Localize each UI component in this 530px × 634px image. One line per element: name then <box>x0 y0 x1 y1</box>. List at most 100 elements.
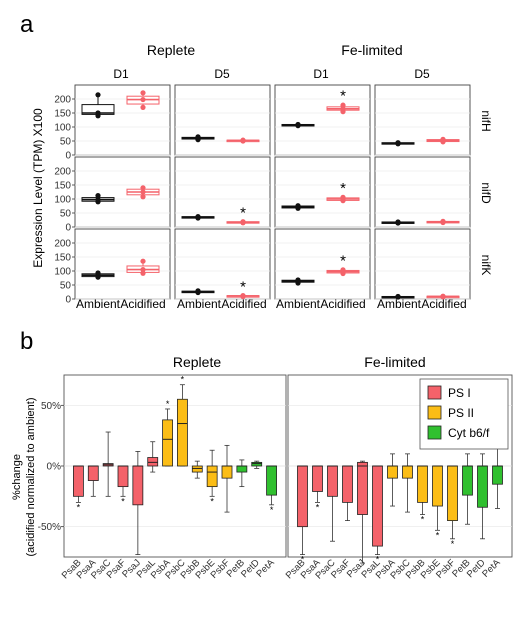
panel-a-point <box>195 288 201 294</box>
panel-b-significance-marker: * <box>451 539 455 549</box>
panel-a-x-label: Ambient <box>76 297 121 311</box>
panel-b-box <box>447 465 458 521</box>
panel-a-cell-frame <box>174 84 271 156</box>
panel-a-cell <box>374 228 471 300</box>
panel-a-point <box>340 267 346 273</box>
panel-a-point <box>295 203 301 209</box>
panel-b-box <box>342 465 353 503</box>
panel-a-point <box>195 214 201 220</box>
panel-a-point <box>140 267 146 273</box>
panel-a-y-axis-label: Expression Level (TPM) X100 <box>31 108 45 268</box>
panel-b-box <box>177 398 188 467</box>
panel-b-significance-marker: * <box>376 555 380 565</box>
panel-a-y-tick-label: 0 <box>65 295 71 306</box>
panel-a-y-tick-label: 200 <box>54 239 71 250</box>
panel-a-y-tick-label: 150 <box>54 181 71 192</box>
panel-b-box <box>73 465 84 497</box>
panel-a-y-tick-label: 0 <box>65 151 71 162</box>
panel-a-significance-marker: * <box>340 88 346 105</box>
panel-b-box <box>327 465 338 497</box>
panel-a-row-label-nifK: nifK <box>479 255 493 276</box>
panel-a-day-label: D1 <box>313 67 329 81</box>
panel-b-box <box>162 419 173 467</box>
panel-a-group-title-fe-limited: Fe-limited <box>341 42 402 58</box>
panel-a-significance-marker: * <box>240 278 246 295</box>
legend-label-ps1: PS I <box>448 386 471 400</box>
panel-b-box <box>492 465 503 485</box>
panel-b-box <box>387 465 398 479</box>
panel-b-box <box>206 465 218 488</box>
panel-a-cell <box>74 156 171 228</box>
panel-a-point <box>140 90 146 96</box>
panel-a-cell <box>374 156 471 228</box>
panel-b-box <box>357 461 368 515</box>
panel-b-box <box>417 465 428 503</box>
panel-a-cell-frame <box>274 84 371 156</box>
panel-a-cell-frame <box>374 156 471 228</box>
panel-a-point <box>340 194 346 200</box>
legend-label-cyt: Cyt b6/f <box>448 426 490 440</box>
panel-b-letter: b <box>20 328 33 355</box>
legend-label-ps2: PS II <box>448 406 474 420</box>
panel-a-point <box>440 218 446 224</box>
panel-a-point <box>395 293 401 300</box>
panel-a-point <box>240 293 246 299</box>
panel-b-significance-marker: * <box>181 375 185 385</box>
panel-b-significance-marker: * <box>316 502 320 512</box>
panel-a-point <box>140 96 146 103</box>
panel-b-box <box>236 465 248 473</box>
panel-a-x-label: Acidified <box>421 297 466 311</box>
panel-a-y-tick-label: 50 <box>60 281 72 292</box>
panel-a-x-label: Ambient <box>177 297 222 311</box>
panel-a-y-tick-label: 50 <box>60 137 72 148</box>
panel-a-x-label: Ambient <box>377 297 422 311</box>
panel-b-significance-marker: * <box>166 399 170 409</box>
panel-b-y-axis-label-sub: (acidified normalized to ambient) <box>25 398 37 557</box>
panel-a-day-label: D5 <box>214 67 230 81</box>
panel-a-significance-marker: * <box>240 204 246 221</box>
panel-a-cell-frame <box>174 156 271 228</box>
panel-a-y-tick-label: 100 <box>54 195 71 206</box>
panel-a-significance-marker: * <box>340 253 346 270</box>
panel-b-box <box>402 465 413 479</box>
panel-b-box <box>432 465 443 507</box>
panel-b-box <box>117 465 129 488</box>
panel-a-point <box>440 293 446 299</box>
panel-a-point <box>295 277 301 283</box>
panel-a-point <box>340 106 346 112</box>
panel-b-box <box>147 457 159 467</box>
panel-a-y-tick-label: 200 <box>54 95 71 106</box>
panel-a-point <box>95 196 101 203</box>
panel-b-box <box>132 465 144 506</box>
panel-a-x-label: Acidified <box>120 297 165 311</box>
panel-a-point <box>140 185 146 191</box>
panel-b-x-tick-label: PetA <box>254 557 277 580</box>
panel-a-point <box>395 219 401 225</box>
panel-b-title-fe-limited: Fe-limited <box>364 354 425 370</box>
panel-a-cell-frame <box>374 228 471 300</box>
panel-b-significance-marker: * <box>121 496 125 506</box>
panel-b-title-replete: Replete <box>173 354 221 370</box>
panel-b-box <box>266 465 277 496</box>
legend-swatch-ps1 <box>427 385 442 400</box>
panel-a-point <box>395 140 401 146</box>
panel-a-point <box>95 270 101 276</box>
panel-b-box <box>462 465 473 496</box>
panel-a-cell-frame <box>74 228 171 300</box>
legend-swatch-ps2 <box>427 405 442 420</box>
panel-a-point <box>140 270 146 276</box>
panel-a-cell: * <box>274 156 371 228</box>
panel-a-row-label-nifD: nifD <box>479 182 493 204</box>
panel-a-cell: * <box>174 156 271 228</box>
panel-b-significance-marker: * <box>301 555 305 565</box>
panel-b-box <box>191 465 203 473</box>
panel-b-box <box>372 465 383 547</box>
panel-a-y-tick-label: 100 <box>54 267 71 278</box>
panel-a-cell <box>374 84 471 156</box>
panel-a-group-title-replete: Replete <box>147 42 195 58</box>
panel-a-cell <box>174 84 271 156</box>
panel-a-point <box>95 92 101 98</box>
panel-a-cell: * <box>274 84 371 156</box>
panel-a-point <box>240 219 246 225</box>
